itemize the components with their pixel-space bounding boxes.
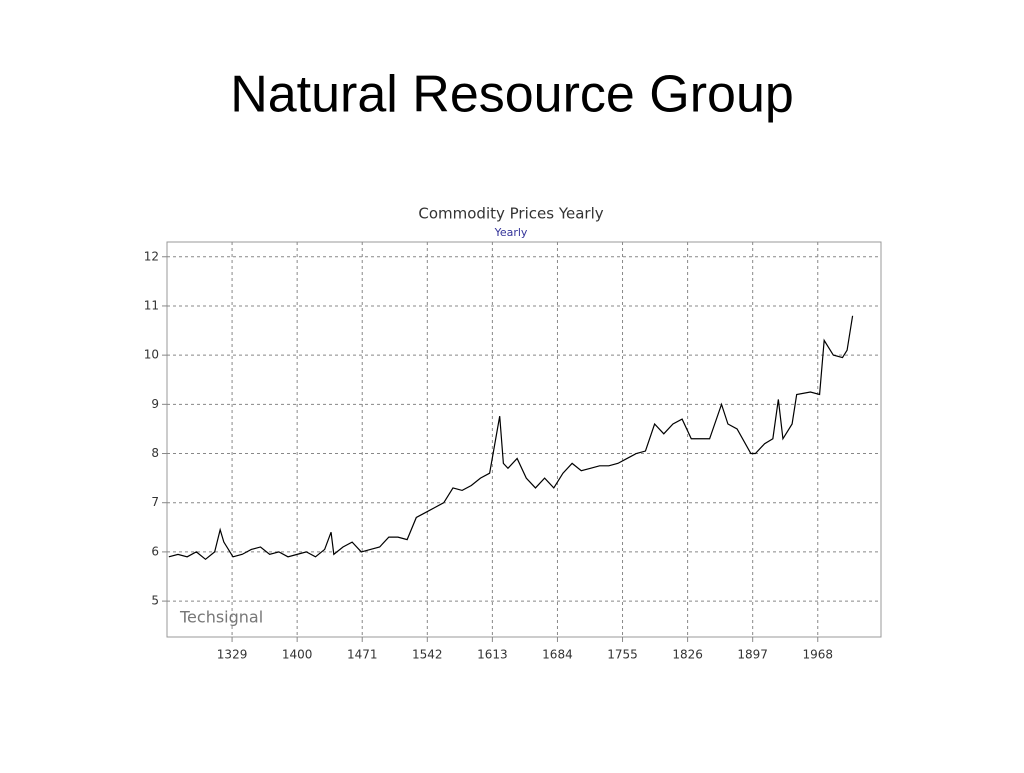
x-tick-label: 1968 [802, 648, 833, 662]
x-tick-label: 1897 [737, 648, 768, 662]
plot-area [166, 241, 882, 638]
watermark: Techsignal [179, 608, 263, 627]
price-line [168, 315, 854, 561]
y-tick-label: 11 [144, 298, 159, 312]
y-tick-label: 6 [151, 544, 159, 558]
slide-title: Natural Resource Group [230, 66, 794, 124]
y-tick-label: 5 [151, 594, 159, 608]
x-tick-label: 1684 [542, 648, 573, 662]
chart-title: Commodity Prices Yearly [418, 205, 603, 223]
x-tick-label: 1613 [477, 648, 508, 662]
y-tick-label: 7 [151, 495, 159, 509]
y-tick-label: 8 [151, 446, 159, 460]
y-tick-label: 12 [144, 249, 159, 263]
y-tick-label: 10 [144, 348, 159, 362]
x-tick-label: 1542 [412, 648, 443, 662]
x-tick-label: 1826 [672, 648, 703, 662]
x-tick-label: 1400 [282, 648, 313, 662]
x-tick-label: 1329 [217, 648, 248, 662]
x-tick-label: 1471 [347, 648, 378, 662]
x-tick-label: 1755 [607, 648, 638, 662]
chart-subtitle: Yearly [494, 226, 528, 239]
y-tick-label: 9 [151, 397, 159, 411]
